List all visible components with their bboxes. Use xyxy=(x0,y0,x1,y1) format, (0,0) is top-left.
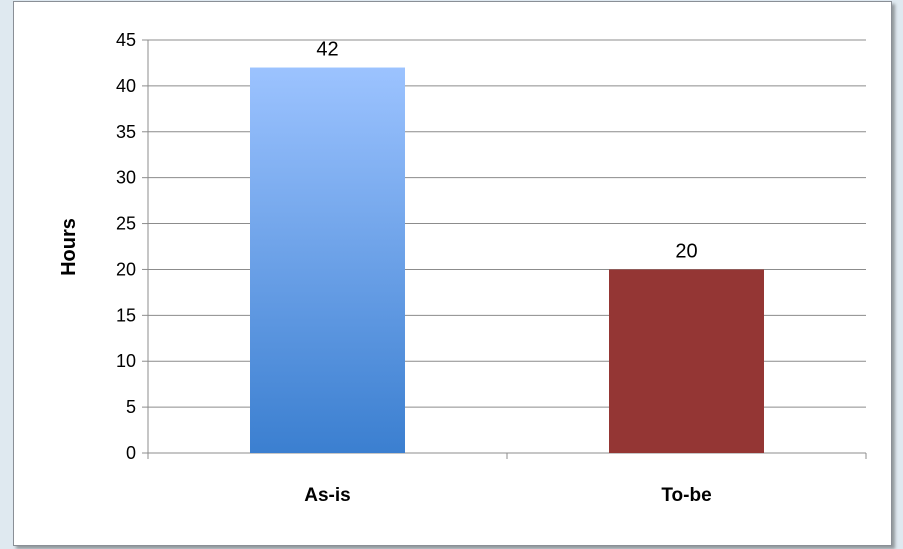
y-tick-label: 40 xyxy=(116,76,136,96)
labels: 0 5 10 15 20 25 30 35 40 45 42 As-is 20 To-be xyxy=(116,30,712,506)
y-tick-label: 45 xyxy=(116,30,136,50)
y-tick-label: 10 xyxy=(116,351,136,371)
y-tick-label: 15 xyxy=(116,305,136,325)
y-tick-label: 35 xyxy=(116,122,136,142)
y-tick-label: 0 xyxy=(126,443,136,463)
y-tick-label: 20 xyxy=(116,259,136,279)
y-axis-title: Hours xyxy=(58,218,80,276)
y-tick-label: 30 xyxy=(116,168,136,188)
x-category-label: As-is xyxy=(304,485,350,506)
y-tick-label: 5 xyxy=(126,397,136,417)
bars xyxy=(250,67,764,454)
y-tick-label: 25 xyxy=(116,214,136,234)
bar-to-be xyxy=(609,269,764,453)
bar-as-is xyxy=(250,67,405,454)
data-label: 20 xyxy=(675,240,697,262)
x-category-label: To-be xyxy=(661,485,711,506)
data-label: 42 xyxy=(316,39,338,61)
